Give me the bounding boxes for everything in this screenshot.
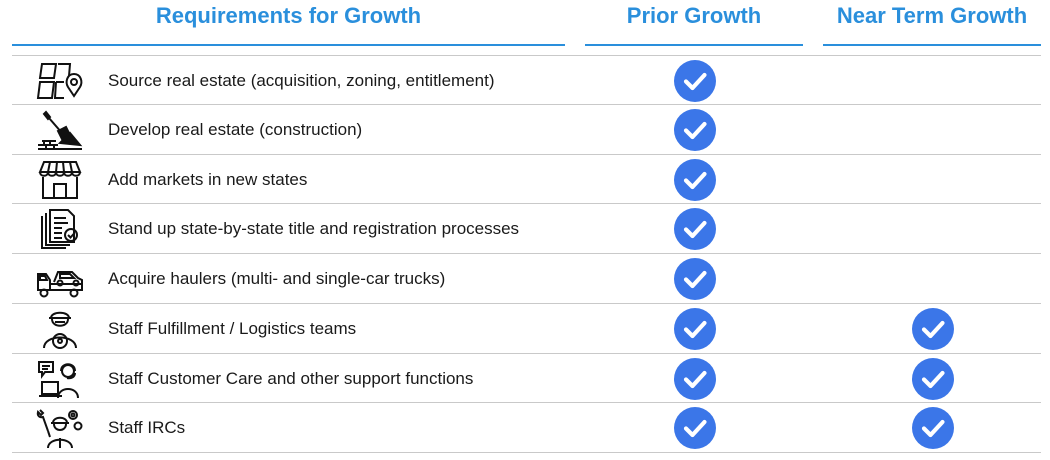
table-row: Develop real estate (construction) (12, 105, 1041, 155)
prior-growth-check-icon (674, 60, 716, 102)
requirement-label: Staff Fulfillment / Logistics teams (108, 318, 357, 338)
storefront-icon (36, 159, 84, 201)
requirement-label: Acquire haulers (multi- and single-car t… (108, 269, 446, 288)
table-row: Staff Customer Care and other support fu… (12, 354, 1041, 404)
mechanic-icon (36, 407, 84, 449)
near-term-growth-check-icon (912, 407, 954, 450)
driver-icon (36, 308, 84, 350)
prior-growth-check-icon (674, 158, 716, 201)
table-row: Staff IRCs (12, 403, 1041, 453)
prior-growth-check-icon (674, 357, 716, 400)
requirement-label: Staff IRCs (108, 418, 186, 438)
map-pin-icon (36, 60, 84, 102)
table-row: Source real estate (acquisition, zoning,… (12, 55, 1041, 105)
prior-growth-check-icon (674, 108, 716, 151)
prior-growth-check-icon (674, 307, 716, 350)
near-term-growth-header: Near Term Growth (823, 0, 1041, 46)
requirement-label: Stand up state-by-state title and regist… (108, 219, 520, 239)
prior-growth-check-icon (674, 258, 716, 300)
table-row: Stand up state-by-state title and regist… (12, 204, 1041, 254)
table-row: Acquire haulers (multi- and single-car t… (12, 254, 1041, 304)
requirements-header: Requirements for Growth (12, 0, 565, 46)
requirement-label: Source real estate (acquisition, zoning,… (108, 71, 495, 90)
table-row: Staff Fulfillment / Logistics teams (12, 304, 1041, 354)
prior-growth-check-icon (674, 208, 716, 251)
shovel-bricks-icon (36, 109, 84, 151)
table-row: Add markets in new states (12, 155, 1041, 205)
requirement-label: Staff Customer Care and other support fu… (108, 368, 474, 388)
requirement-label: Develop real estate (construction) (108, 119, 363, 139)
prior-growth-check-icon (674, 407, 716, 450)
near-term-growth-check-icon (912, 307, 954, 350)
tow-truck-icon (36, 258, 84, 300)
near-term-growth-check-icon (912, 357, 954, 400)
document-check-icon (36, 208, 84, 250)
requirement-label: Add markets in new states (108, 169, 308, 189)
prior-growth-header: Prior Growth (585, 0, 803, 46)
support-agent-icon (36, 358, 84, 400)
requirements-table: Source real estate (acquisition, zoning,… (12, 55, 1041, 453)
